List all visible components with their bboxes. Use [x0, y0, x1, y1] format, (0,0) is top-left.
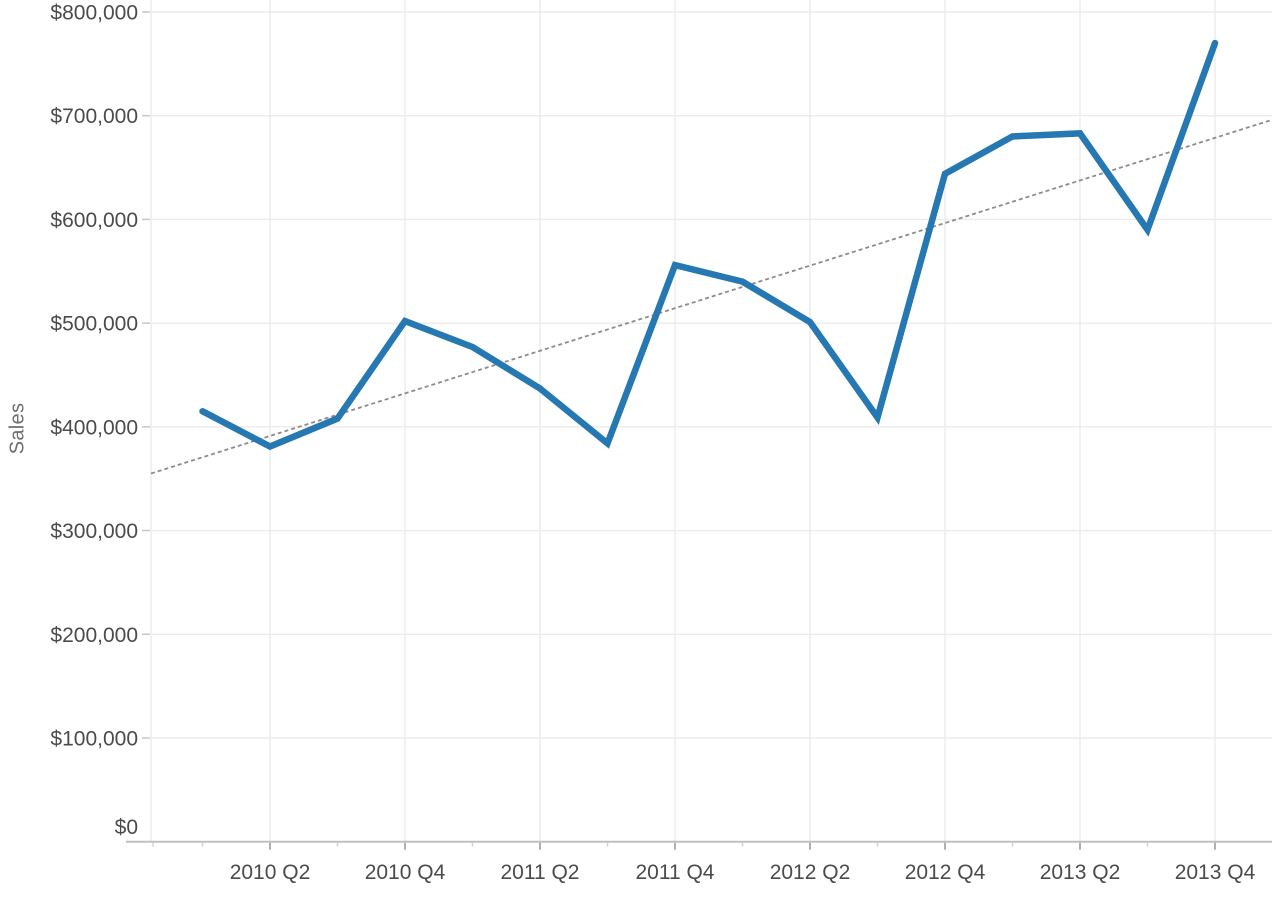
x-axis-tick-label: 2013 Q2: [1040, 861, 1121, 884]
x-axis-tick-label: 2013 Q4: [1175, 861, 1256, 884]
x-axis-tick-label: 2011 Q2: [500, 861, 579, 884]
x-axis-tick-label: 2011 Q4: [635, 861, 714, 884]
sales-series-line: [199, 39, 1219, 451]
y-axis-tick-label: $200,000: [50, 624, 138, 647]
y-axis-tick-label: $800,000: [50, 2, 138, 25]
y-axis-tick-label: $0: [115, 816, 138, 839]
x-axis-tick-label: 2012 Q4: [905, 861, 986, 884]
y-axis-tick-label: $500,000: [50, 313, 138, 336]
x-axis-tick-label: 2012 Q2: [770, 861, 851, 884]
y-axis-title: Sales: [6, 402, 29, 455]
y-axis-tick-label: $600,000: [50, 209, 138, 232]
y-axis-tick-label: $100,000: [50, 727, 138, 750]
y-axis-tick-label: $700,000: [50, 105, 138, 128]
x-axis-tick-label: 2010 Q2: [230, 861, 311, 884]
x-axis-tick-label: 2010 Q4: [365, 861, 446, 884]
y-axis-tick-label: $400,000: [50, 416, 138, 439]
y-axis-tick-label: $300,000: [50, 520, 138, 543]
